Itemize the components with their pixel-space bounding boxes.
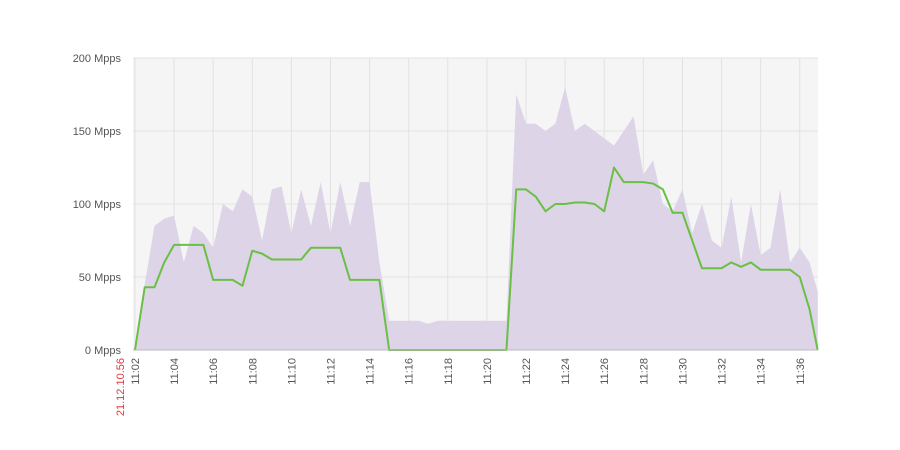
x-tick-label: 11:04 xyxy=(169,358,181,385)
x-tick-label: 11:08 xyxy=(247,358,259,385)
y-tick-label: 100 Mpps xyxy=(73,199,122,211)
x-tick-label: 11:10 xyxy=(286,358,298,385)
x-tick-label: 11:20 xyxy=(482,358,494,385)
x-tick-label: 11:24 xyxy=(560,358,572,385)
x-tick-label: 11:36 xyxy=(795,358,807,385)
x-tick-label: 11:28 xyxy=(638,358,650,385)
x-tick-label: 11:12 xyxy=(325,358,337,385)
y-tick-label: 200 Mpps xyxy=(73,53,122,65)
x-tick-label: 11:26 xyxy=(599,358,611,385)
x-tick-label: 11:18 xyxy=(443,358,455,385)
y-tick-label: 50 Mpps xyxy=(79,272,122,284)
x-tick-label: 11:16 xyxy=(404,358,416,385)
x-tick-label: 11:34 xyxy=(756,358,768,385)
start-label: 21.12.10.56 xyxy=(115,358,127,416)
y-tick-label: 0 Mpps xyxy=(85,345,122,357)
x-tick-label: 11:30 xyxy=(677,358,689,385)
traffic-area xyxy=(134,87,818,350)
x-tick-label: 11:06 xyxy=(208,358,220,385)
x-tick-label: 11:14 xyxy=(365,358,377,385)
y-tick-label: 150 Mpps xyxy=(73,126,122,138)
x-tick-label: 11:32 xyxy=(717,358,729,385)
x-tick-label: 11:22 xyxy=(521,358,533,385)
x-tick-label: 11:02 xyxy=(130,358,142,385)
